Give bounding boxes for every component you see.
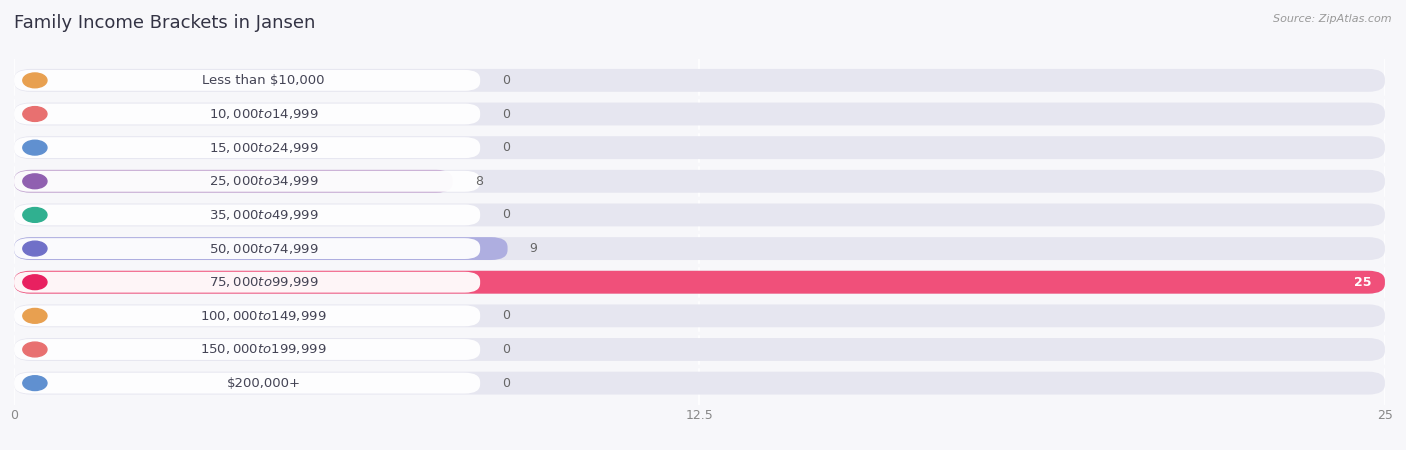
Text: 8: 8 — [475, 175, 482, 188]
Text: 0: 0 — [502, 141, 510, 154]
FancyBboxPatch shape — [14, 338, 1385, 361]
FancyBboxPatch shape — [14, 70, 481, 91]
FancyBboxPatch shape — [14, 304, 1385, 327]
FancyBboxPatch shape — [14, 170, 1385, 193]
Circle shape — [22, 207, 46, 222]
FancyBboxPatch shape — [14, 373, 481, 394]
Text: $75,000 to $99,999: $75,000 to $99,999 — [208, 275, 318, 289]
Text: 0: 0 — [502, 108, 510, 121]
Text: $35,000 to $49,999: $35,000 to $49,999 — [208, 208, 318, 222]
FancyBboxPatch shape — [14, 372, 1385, 395]
Circle shape — [22, 308, 46, 323]
Circle shape — [22, 275, 46, 290]
Text: 25: 25 — [1354, 276, 1371, 289]
Text: 9: 9 — [530, 242, 537, 255]
FancyBboxPatch shape — [14, 69, 1385, 92]
FancyBboxPatch shape — [14, 238, 481, 259]
Circle shape — [22, 342, 46, 357]
Text: $10,000 to $14,999: $10,000 to $14,999 — [208, 107, 318, 121]
Text: 0: 0 — [502, 377, 510, 390]
Text: Family Income Brackets in Jansen: Family Income Brackets in Jansen — [14, 14, 315, 32]
Circle shape — [22, 107, 46, 122]
Text: 0: 0 — [502, 208, 510, 221]
FancyBboxPatch shape — [14, 271, 1385, 294]
Text: $15,000 to $24,999: $15,000 to $24,999 — [208, 141, 318, 155]
FancyBboxPatch shape — [14, 339, 481, 360]
FancyBboxPatch shape — [14, 137, 481, 158]
FancyBboxPatch shape — [14, 136, 1385, 159]
FancyBboxPatch shape — [14, 204, 481, 225]
Circle shape — [22, 73, 46, 88]
Circle shape — [22, 241, 46, 256]
Circle shape — [22, 140, 46, 155]
Circle shape — [22, 174, 46, 189]
Circle shape — [22, 376, 46, 391]
FancyBboxPatch shape — [14, 171, 481, 192]
Text: $100,000 to $149,999: $100,000 to $149,999 — [200, 309, 326, 323]
FancyBboxPatch shape — [14, 170, 453, 193]
Text: 0: 0 — [502, 309, 510, 322]
Text: $150,000 to $199,999: $150,000 to $199,999 — [200, 342, 326, 356]
Text: $200,000+: $200,000+ — [226, 377, 301, 390]
FancyBboxPatch shape — [14, 237, 508, 260]
FancyBboxPatch shape — [14, 103, 1385, 126]
FancyBboxPatch shape — [14, 237, 1385, 260]
FancyBboxPatch shape — [14, 104, 481, 125]
Text: Source: ZipAtlas.com: Source: ZipAtlas.com — [1274, 14, 1392, 23]
FancyBboxPatch shape — [14, 272, 481, 292]
Text: Less than $10,000: Less than $10,000 — [202, 74, 325, 87]
FancyBboxPatch shape — [14, 203, 1385, 226]
Text: $50,000 to $74,999: $50,000 to $74,999 — [208, 242, 318, 256]
FancyBboxPatch shape — [14, 271, 1385, 294]
Text: 0: 0 — [502, 343, 510, 356]
FancyBboxPatch shape — [14, 306, 481, 326]
Text: 0: 0 — [502, 74, 510, 87]
Text: $25,000 to $34,999: $25,000 to $34,999 — [208, 174, 318, 188]
